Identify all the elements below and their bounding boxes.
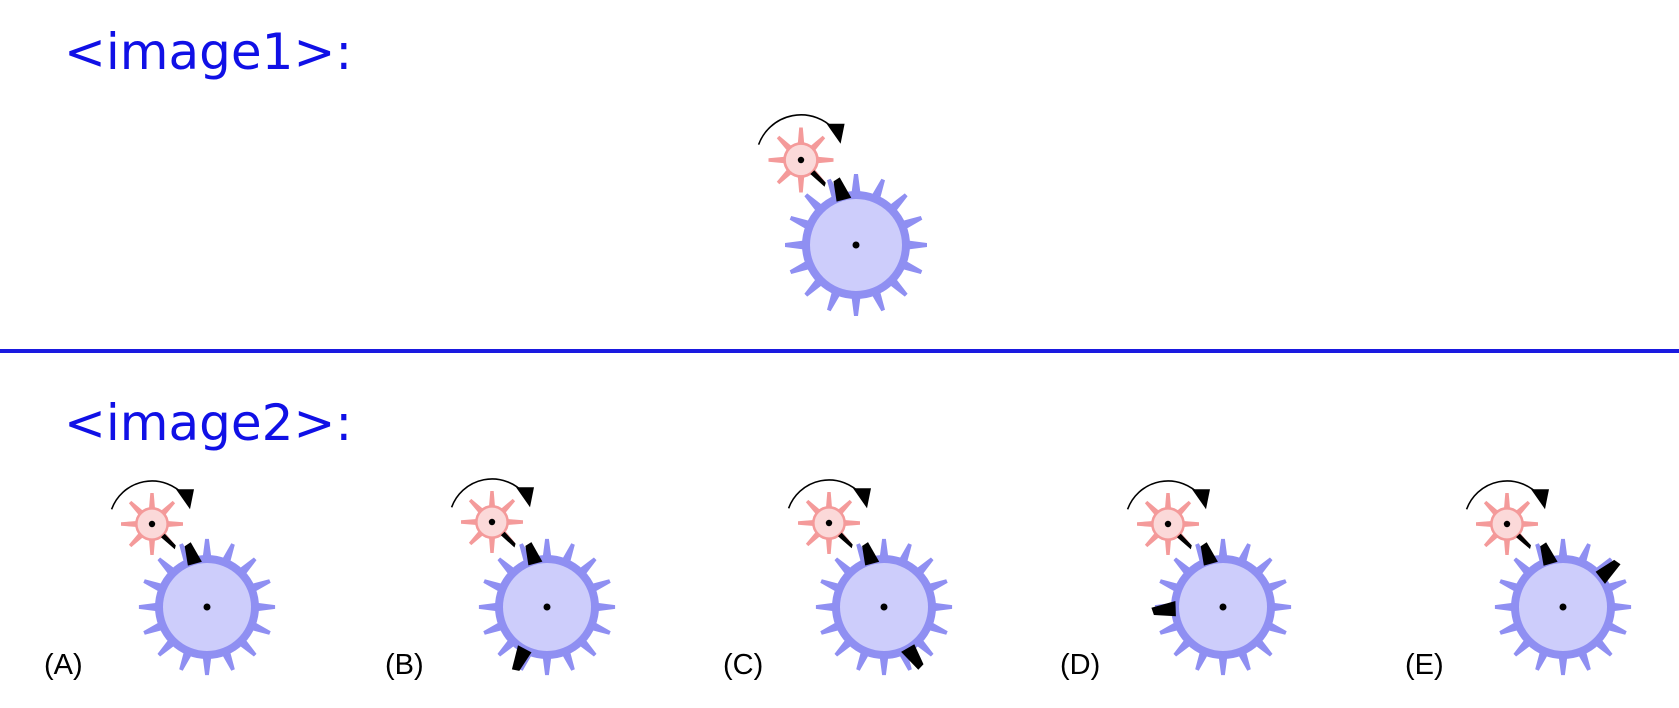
big-gear-contact-marker xyxy=(184,542,202,566)
big-gear-marker xyxy=(511,645,532,671)
rotation-arrow xyxy=(757,114,836,145)
big-gear-marker xyxy=(1151,601,1176,617)
rotation-arrowhead xyxy=(1531,489,1549,510)
small-gear-center xyxy=(488,518,496,526)
rotation-arrow xyxy=(787,479,862,509)
option-a-gears xyxy=(110,480,276,676)
big-gear-center xyxy=(880,603,888,611)
small-gear-center xyxy=(797,156,805,164)
rotation-arrowhead xyxy=(853,488,871,509)
big-gear-contact-marker xyxy=(1540,542,1558,566)
small-gear-marker xyxy=(838,532,853,549)
big-gear-contact-marker xyxy=(525,542,543,566)
small-gear-marker xyxy=(161,533,176,550)
big-gear-center xyxy=(852,241,860,249)
option-e-gears xyxy=(1465,480,1632,676)
rotation-arrow xyxy=(1126,480,1201,510)
small-gear-marker xyxy=(1177,533,1192,550)
option-b-gears xyxy=(450,478,616,676)
rotation-arrowhead xyxy=(826,123,845,144)
big-gear-marker xyxy=(1595,559,1621,584)
big-gear-contact-marker xyxy=(833,177,852,202)
option-c-label: (C) xyxy=(723,649,764,681)
rotation-arrow xyxy=(450,478,525,508)
question-gears xyxy=(757,114,927,316)
big-gear-contact-marker xyxy=(862,542,880,566)
big-gear-marker xyxy=(901,644,924,670)
big-gear-contact-marker xyxy=(1200,542,1218,566)
small-gear-center xyxy=(1503,520,1511,528)
small-gear-marker xyxy=(1516,533,1531,549)
small-gear-center xyxy=(825,519,833,527)
rotation-arrow xyxy=(1465,480,1540,510)
big-gear-center xyxy=(203,603,211,611)
small-gear-center xyxy=(1164,520,1172,528)
option-a-label: (A) xyxy=(44,649,83,681)
small-gear-marker xyxy=(500,531,516,548)
option-d-gears xyxy=(1126,480,1292,676)
image2-heading: <image2>: xyxy=(64,394,353,452)
big-gear-center xyxy=(543,603,551,611)
rotation-arrowhead xyxy=(1192,489,1210,510)
option-d-label: (D) xyxy=(1060,649,1101,681)
rotation-arrowhead xyxy=(516,487,534,508)
rotation-arrowhead xyxy=(176,489,194,510)
section-divider xyxy=(0,349,1679,353)
option-b-label: (B) xyxy=(385,649,424,681)
image1-heading: <image1>: xyxy=(64,23,353,81)
option-e-label: (E) xyxy=(1405,649,1444,681)
rotation-arrow xyxy=(110,480,185,510)
small-gear-center xyxy=(148,520,156,528)
option-c-gears xyxy=(787,479,953,676)
small-gear-marker xyxy=(810,170,826,187)
big-gear-center xyxy=(1219,603,1227,611)
big-gear-center xyxy=(1559,603,1567,611)
